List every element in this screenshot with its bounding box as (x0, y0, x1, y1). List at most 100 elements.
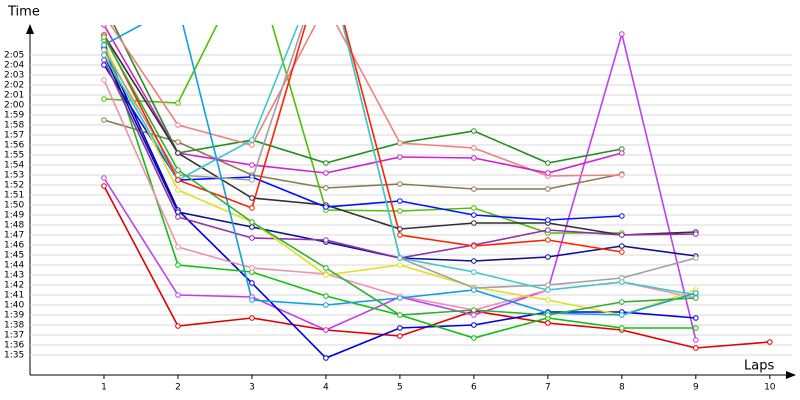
data-point (175, 150, 181, 156)
data-point (249, 224, 255, 230)
data-point (471, 220, 477, 226)
data-point (545, 170, 551, 176)
data-point (249, 235, 255, 241)
data-point (619, 31, 625, 37)
data-point (619, 312, 625, 318)
y-tick-label: 1:40 (4, 301, 24, 311)
data-point (471, 186, 477, 192)
data-point (101, 175, 107, 181)
data-point (471, 335, 477, 341)
data-point (323, 160, 329, 166)
plot-area (101, 3, 773, 361)
data-point (175, 209, 181, 215)
data-point (693, 231, 699, 237)
x-axis-label: Laps (744, 359, 774, 374)
data-point (471, 205, 477, 211)
data-point (693, 295, 699, 301)
x-tick-label: 3 (249, 383, 255, 393)
data-point (397, 232, 403, 238)
series-line (103, 25, 622, 253)
x-tick-label: 10 (764, 383, 776, 393)
data-point (175, 172, 181, 178)
data-point (619, 150, 625, 156)
data-point (323, 265, 329, 271)
y-axis-label: Time (7, 5, 40, 20)
y-tick-label: 1:48 (4, 221, 24, 231)
data-point (397, 325, 403, 331)
series-line (103, 119, 623, 190)
y-tick-label: 1:55 (4, 151, 24, 161)
data-point (545, 227, 551, 233)
data-point (175, 244, 181, 250)
y-tick-label: 1:54 (4, 161, 24, 171)
x-tick-label: 9 (693, 383, 699, 393)
y-tick-label: 1:45 (4, 251, 24, 261)
data-point (323, 302, 329, 308)
y-tick-label: 1:44 (4, 261, 24, 271)
data-point (249, 142, 255, 148)
data-point (175, 323, 181, 329)
x-tick-label: 1 (101, 383, 107, 393)
data-point (545, 254, 551, 260)
data-point (545, 297, 551, 303)
data-point (471, 155, 477, 161)
data-point (176, 3, 181, 8)
data-point (471, 287, 477, 293)
data-point (249, 177, 255, 183)
data-point (101, 57, 107, 63)
data-point (101, 42, 107, 48)
data-point (101, 183, 107, 189)
data-point (102, 13, 107, 18)
data-point (693, 345, 699, 351)
data-point (324, 3, 329, 8)
data-point (693, 255, 699, 261)
data-point (545, 217, 551, 223)
series-line (103, 25, 697, 316)
y-tick-label: 1:57 (4, 131, 24, 141)
grid: 1:351:361:371:381:391:401:411:421:431:44… (4, 51, 792, 393)
y-tick-label: 2:05 (4, 51, 24, 61)
y-tick-label: 1:46 (4, 241, 24, 251)
data-point (397, 255, 403, 261)
y-tick-label: 1:49 (4, 211, 24, 221)
data-point (471, 243, 477, 249)
data-point (249, 137, 255, 143)
data-point (397, 181, 403, 187)
data-point (249, 195, 255, 201)
series-line (113, 25, 622, 164)
series-line (103, 25, 623, 174)
data-point (471, 312, 477, 318)
data-point (397, 208, 403, 214)
y-tick-label: 1:52 (4, 181, 24, 191)
x-tick-label: 6 (471, 383, 477, 393)
data-point (249, 265, 255, 271)
data-point (101, 25, 107, 28)
data-point (767, 339, 773, 345)
data-point (397, 262, 403, 268)
data-point (619, 299, 625, 305)
data-point (101, 47, 107, 53)
data-point (471, 269, 477, 275)
data-point (545, 320, 551, 326)
data-point (323, 272, 329, 278)
data-point (249, 162, 255, 168)
y-tick-label: 2:03 (4, 71, 24, 81)
data-point (545, 312, 551, 318)
data-point (619, 249, 625, 255)
y-tick-label: 1:37 (4, 331, 24, 341)
data-point (619, 325, 625, 331)
data-point (545, 186, 551, 192)
data-point (175, 139, 181, 145)
data-point (101, 117, 107, 123)
x-tick-label: 5 (397, 383, 403, 393)
data-point (545, 160, 551, 166)
data-point (249, 205, 255, 211)
y-axis-arrow (26, 24, 34, 34)
y-tick-label: 1:47 (4, 231, 24, 241)
data-point (175, 214, 181, 220)
y-tick-label: 1:36 (4, 341, 24, 351)
data-point (175, 100, 181, 106)
data-point (397, 198, 403, 204)
series-line (109, 25, 622, 177)
data-point (471, 258, 477, 264)
